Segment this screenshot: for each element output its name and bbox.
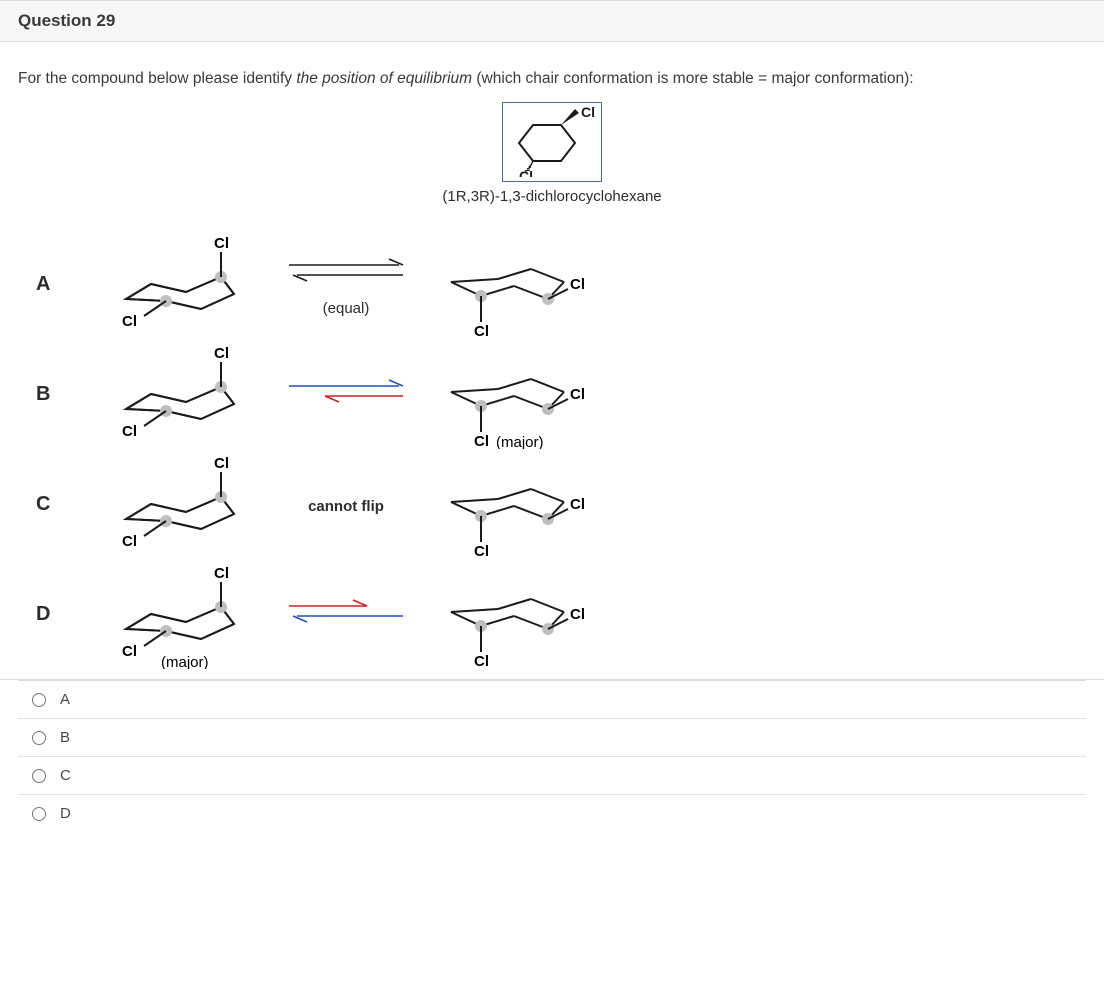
chair-right: Cl Cl xyxy=(436,234,586,334)
chair-right: Cl Cl xyxy=(436,454,586,554)
prompt-lead: For the compound below please identify xyxy=(18,70,296,87)
chair-left: Cl Cl (major) xyxy=(106,564,256,664)
svg-text:Cl: Cl xyxy=(570,276,585,293)
svg-text:Cl: Cl xyxy=(570,386,585,403)
svg-text:Cl: Cl xyxy=(122,423,137,440)
answer-radio[interactable] xyxy=(32,769,46,783)
compound-structure: Cl Cl xyxy=(18,102,1086,182)
svg-text:Cl: Cl xyxy=(214,455,229,472)
question-content: For the compound below please identify t… xyxy=(0,42,1104,680)
svg-text:(major): (major) xyxy=(496,434,544,449)
svg-text:Cl: Cl xyxy=(122,643,137,660)
svg-text:Cl: Cl xyxy=(474,323,489,339)
chair-right: Cl Cl xyxy=(436,564,586,664)
cl-label: Cl xyxy=(519,168,533,177)
chair-left: Cl Cl xyxy=(106,234,256,334)
chair-left: Cl Cl xyxy=(106,344,256,444)
answer-option-a[interactable]: A xyxy=(18,680,1086,718)
svg-text:Cl: Cl xyxy=(474,653,489,669)
answer-radio[interactable] xyxy=(32,807,46,821)
option-row-c: C Cl Cl cannot flip xyxy=(36,449,1086,559)
options-grid: A Cl Cl (equal) xyxy=(36,229,1086,669)
answer-option-b[interactable]: B xyxy=(18,718,1086,756)
compound-image: Cl Cl xyxy=(502,102,602,182)
question-prompt: For the compound below please identify t… xyxy=(18,70,1086,88)
question-header: Question 29 xyxy=(0,0,1104,42)
svg-text:Cl: Cl xyxy=(214,235,229,252)
answer-option-d[interactable]: D xyxy=(18,794,1086,832)
answer-label: D xyxy=(60,805,71,822)
chair-left: Cl Cl xyxy=(106,454,256,554)
option-letter: B xyxy=(36,383,106,406)
prompt-tail: (which chair conformation is more stable… xyxy=(472,70,914,87)
answer-label: C xyxy=(60,767,71,784)
arrow-label: cannot flip xyxy=(256,498,436,515)
svg-text:Cl: Cl xyxy=(570,606,585,623)
answer-radio[interactable] xyxy=(32,693,46,707)
svg-text:Cl: Cl xyxy=(570,496,585,513)
equilibrium-arrow xyxy=(256,372,436,417)
svg-text:(major): (major) xyxy=(161,654,209,669)
option-letter: A xyxy=(36,273,106,296)
chair-right: Cl Cl (major) xyxy=(436,344,586,444)
answer-option-c[interactable]: C xyxy=(18,756,1086,794)
equilibrium-arrow xyxy=(256,592,436,637)
svg-text:Cl: Cl xyxy=(122,313,137,330)
svg-text:Cl: Cl xyxy=(474,543,489,559)
cl-label: Cl xyxy=(581,105,595,120)
option-letter: C xyxy=(36,493,106,516)
compound-name: (1R,3R)-1,3-dichlorocyclohexane xyxy=(18,188,1086,205)
option-row-d: D Cl Cl (major) xyxy=(36,559,1086,669)
svg-text:Cl: Cl xyxy=(214,565,229,582)
answer-label: A xyxy=(60,691,70,708)
equilibrium-arrow: cannot flip xyxy=(256,494,436,515)
svg-text:Cl: Cl xyxy=(122,533,137,550)
prompt-italic: the position of equilibrium xyxy=(296,70,472,87)
svg-text:Cl: Cl xyxy=(214,345,229,362)
arrow-label: (equal) xyxy=(256,300,436,317)
option-row-b: B Cl Cl xyxy=(36,339,1086,449)
option-letter: D xyxy=(36,603,106,626)
svg-text:Cl: Cl xyxy=(474,433,489,449)
equilibrium-arrow: (equal) xyxy=(256,251,436,317)
answer-choices: A B C D xyxy=(0,680,1104,832)
option-row-a: A Cl Cl (equal) xyxy=(36,229,1086,339)
answer-label: B xyxy=(60,729,70,746)
answer-radio[interactable] xyxy=(32,731,46,745)
question-number: Question 29 xyxy=(18,11,1086,31)
